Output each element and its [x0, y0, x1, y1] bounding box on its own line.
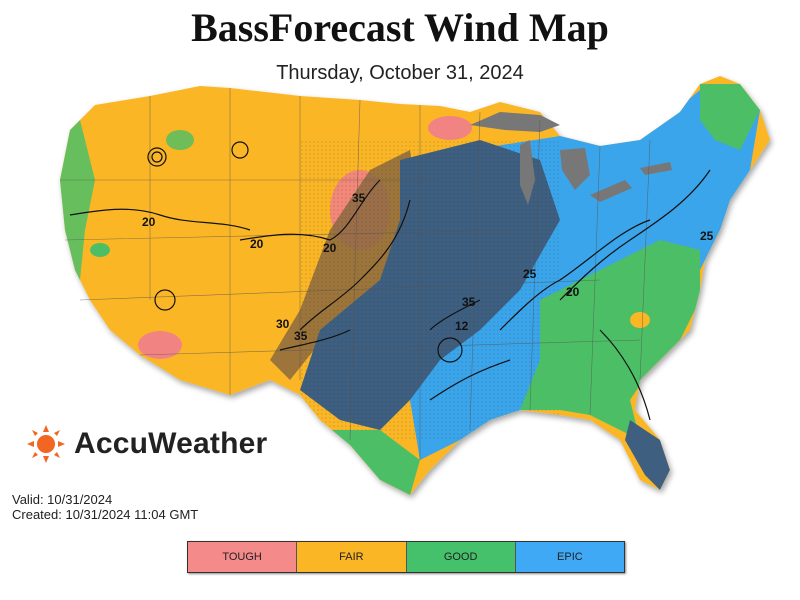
contour-ring: [147, 147, 167, 167]
state-borders: [60, 88, 651, 460]
lake-superior: [470, 112, 560, 132]
legend-item-tough: TOUGH: [188, 542, 298, 572]
contour-label: 12: [455, 319, 469, 333]
contour-label: 30: [276, 317, 290, 331]
contour-line: [499, 219, 651, 331]
wind-legend: TOUGH FAIR GOOD EPIC: [187, 541, 625, 573]
contour-line: [299, 199, 411, 331]
map-date: Thursday, October 31, 2024: [276, 62, 524, 84]
border-lines-horizontal: [60, 179, 641, 356]
legend-item-fair: FAIR: [297, 542, 407, 572]
border-lines-vertical: [149, 88, 651, 460]
zone-tough-north: [428, 116, 472, 140]
contour-line: [429, 299, 481, 331]
zone-tough-ca: [138, 331, 182, 359]
contour-label: 20: [250, 237, 264, 251]
contour-label: 20: [323, 241, 337, 255]
contour-line: [69, 208, 251, 231]
contour-lines: [69, 141, 711, 421]
accuweather-logo: AccuWeather: [26, 422, 267, 466]
contour-ring: [231, 141, 249, 159]
map-meta: Valid: 10/31/2024 Created: 10/31/2024 11…: [12, 492, 198, 522]
contour-label: 20: [566, 285, 580, 299]
created-date: Created: 10/31/2024 11:04 GMT: [12, 507, 199, 522]
contour-ring: [151, 151, 163, 163]
contour-label: 20: [142, 215, 156, 229]
contour-labels: 20 20 35 20 30 35 35 12 20 25 25: [142, 191, 714, 343]
contour-label: 35: [352, 191, 366, 205]
zone-good-northwest-spot: [166, 130, 194, 150]
contour-label: 25: [523, 267, 537, 281]
contour-line: [239, 179, 381, 241]
lake-erie: [590, 180, 632, 202]
contour-label: 35: [294, 329, 308, 343]
contour-label: 25: [700, 229, 714, 243]
lake-huron: [560, 148, 590, 190]
contour-line: [599, 329, 651, 421]
great-lakes: [470, 112, 672, 205]
valid-date: Valid: 10/31/2024: [12, 492, 113, 507]
contour-line: [429, 359, 511, 401]
legend-item-epic: EPIC: [515, 542, 624, 572]
brand-name: AccuWeather: [74, 427, 268, 460]
zone-calm-florida: [625, 420, 670, 490]
map-title: BassForecast Wind Map: [191, 5, 609, 50]
contour-ring: [154, 289, 176, 311]
sun-icon: [27, 425, 65, 463]
zone-good-west-spot: [90, 243, 110, 257]
contour-ring: [437, 337, 463, 363]
contour-line: [279, 329, 351, 351]
lake-ontario: [640, 162, 672, 175]
zone-good-northeast: [700, 84, 760, 150]
lake-michigan: [520, 140, 535, 205]
contour-line: [559, 169, 711, 301]
contour-label: 35: [462, 295, 476, 309]
zone-fair-southeast: [630, 312, 650, 328]
zone-good-gulf: [330, 430, 420, 495]
legend-item-good: GOOD: [406, 542, 516, 572]
